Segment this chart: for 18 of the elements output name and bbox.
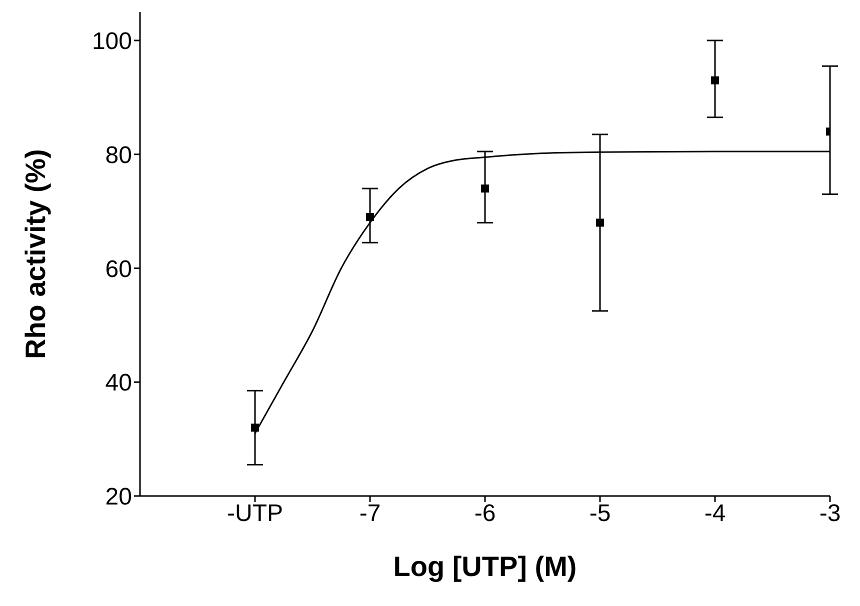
x-tick-label: -6: [474, 500, 496, 528]
point: [596, 218, 604, 227]
x-tick-label: -4: [704, 500, 726, 528]
x-tick-label: -7: [359, 500, 381, 528]
point: [366, 212, 374, 221]
point: [481, 184, 489, 193]
x-tick-label: -UTP: [227, 500, 283, 528]
y-tick-label: 60: [105, 256, 132, 283]
y-tick-label: 20: [105, 484, 132, 511]
point: [711, 76, 719, 84]
x-tick-label: -5: [589, 500, 611, 528]
point: [251, 424, 259, 432]
y-tick-label: 40: [105, 370, 132, 397]
y-tick-label: 80: [105, 142, 132, 169]
y-axis-title: Rho activity (%): [20, 148, 51, 360]
x-axis-title: Log [UTP] (M): [393, 551, 577, 582]
x-tick-label: -3: [819, 500, 841, 528]
y-tick-label: 100: [92, 28, 132, 55]
